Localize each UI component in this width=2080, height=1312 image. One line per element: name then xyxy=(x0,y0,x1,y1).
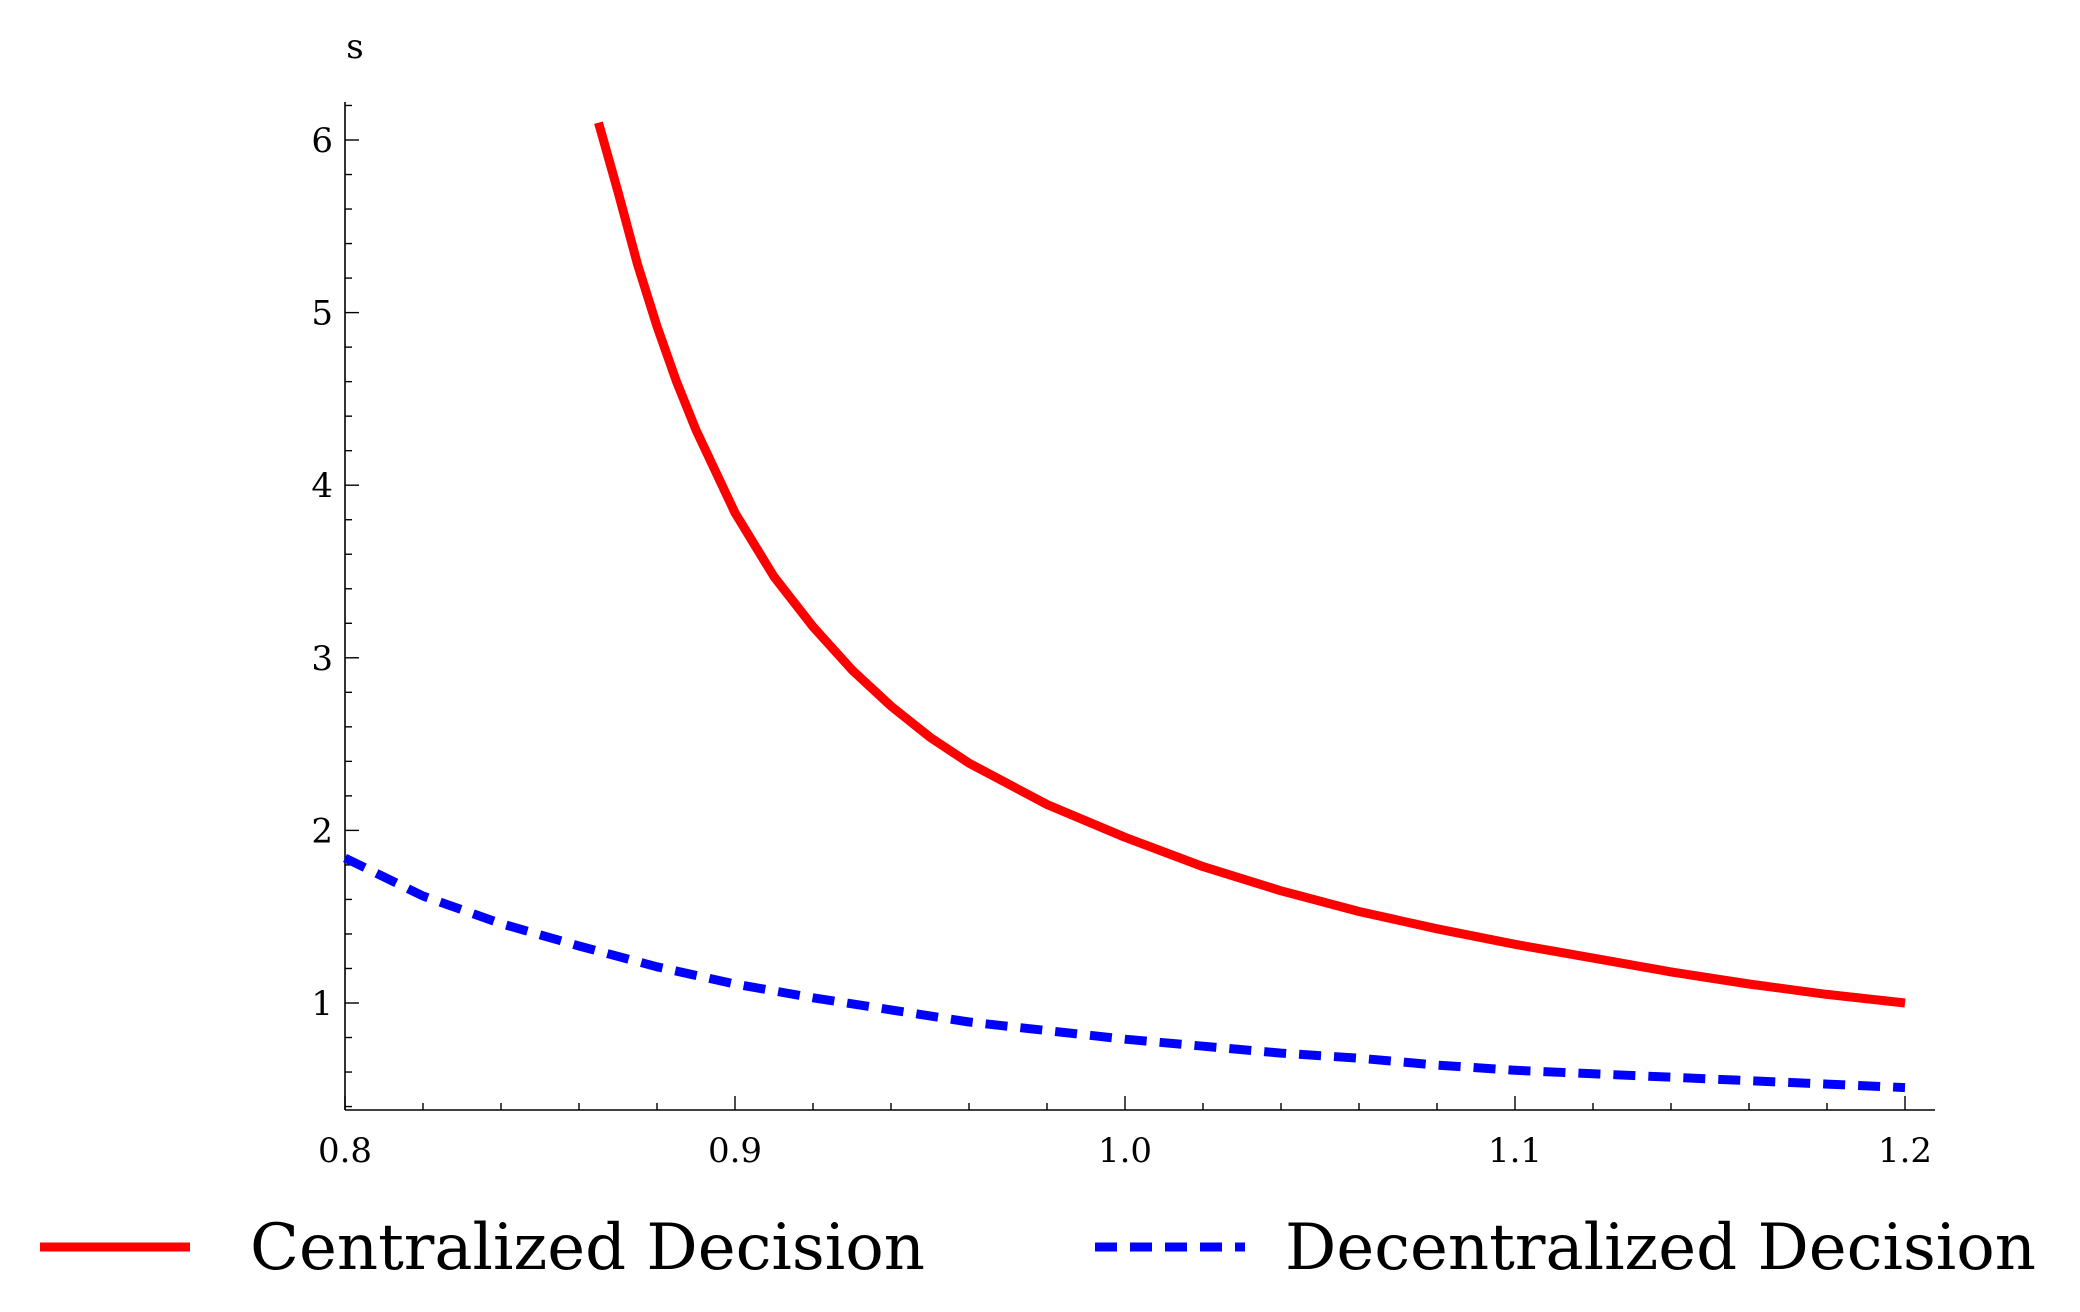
x-tick-label: 0.8 xyxy=(318,1131,372,1171)
legend-label-centralized: Centralized Decision xyxy=(250,1211,925,1285)
x-tick-label: 1.2 xyxy=(1878,1131,1932,1171)
x-tick-label: 0.9 xyxy=(708,1131,762,1171)
x-tick-label: 1.0 xyxy=(1098,1131,1152,1171)
x-tick-label: 1.1 xyxy=(1488,1131,1542,1171)
y-tick-label: 5 xyxy=(311,294,333,334)
y-tick-label: 3 xyxy=(311,639,333,679)
axes xyxy=(344,102,1935,1111)
y-axis-label: s xyxy=(346,27,363,67)
legend: Centralized Decision Decentralized Decisi… xyxy=(40,1211,2036,1285)
series-line-centralized xyxy=(594,121,1906,1008)
y-tick-label: 1 xyxy=(311,984,333,1024)
x-axis-ticks: 0.8 0.9 1.0 1.1 1.2 xyxy=(318,1096,1932,1171)
y-axis-ticks: 1 2 3 4 5 6 xyxy=(311,104,359,1108)
legend-label-decentralized: Decentralized Decision xyxy=(1285,1211,2036,1285)
y-tick-label: 6 xyxy=(311,121,333,161)
series-line-decentralized xyxy=(343,853,1906,1093)
plot-area xyxy=(343,121,1906,1093)
y-tick-label: 2 xyxy=(311,811,333,851)
y-tick-label: 4 xyxy=(311,466,333,506)
